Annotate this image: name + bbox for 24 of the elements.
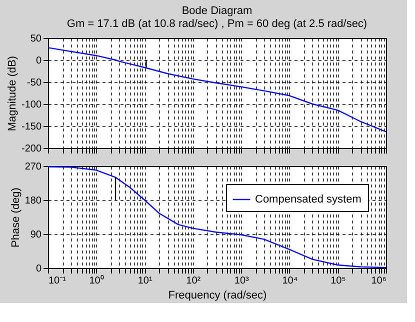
- y-tick-label: 50: [30, 34, 42, 44]
- y-tick-label: 90: [30, 230, 42, 240]
- y-tick-label: -200: [21, 144, 42, 154]
- y-tick-label: 0: [36, 56, 42, 66]
- y-tick-label: -150: [21, 122, 42, 132]
- chart-subtitle: Gm = 17.1 dB (at 10.8 rad/sec) , Pm = 60 deg (at 2.5 rad/sec): [66, 18, 368, 30]
- legend-label: Compensated system: [255, 194, 362, 206]
- y-tick-label: -50: [27, 78, 42, 88]
- x-tick-label: 10⁶: [371, 276, 386, 286]
- x-tick-label: 10³: [234, 276, 250, 286]
- y-axis-title: Magnitude (dB): [6, 56, 18, 132]
- x-tick-label: 10⁴: [282, 276, 298, 286]
- x-axis-title: Frequency (rad/sec): [168, 290, 267, 302]
- y-tick-label: 180: [24, 196, 42, 206]
- y-tick-label: 270: [24, 162, 42, 172]
- x-tick-label: 10⁰: [89, 274, 104, 286]
- x-tick-label: 10⁻¹: [48, 276, 67, 286]
- x-tick-label: 10¹: [138, 276, 153, 286]
- x-tick-label: 10²: [186, 276, 202, 286]
- chart-title: Bode Diagram: [182, 5, 252, 17]
- y-axis-title: Phase (deg): [10, 188, 22, 248]
- y-tick-label: -100: [21, 100, 42, 110]
- y-tick-label: 0: [36, 264, 42, 274]
- x-tick-label: 10⁵: [330, 276, 346, 286]
